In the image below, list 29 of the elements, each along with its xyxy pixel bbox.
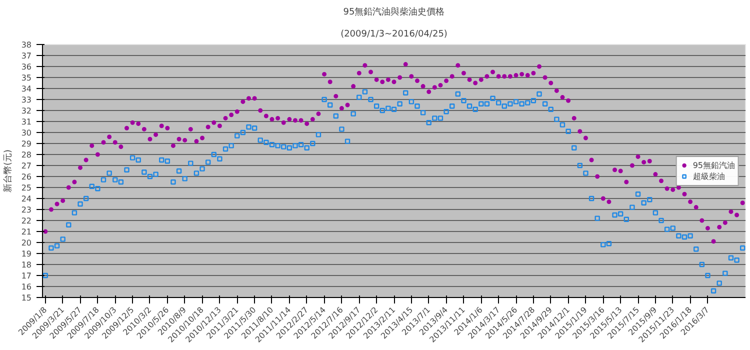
y-tick-label: 15 xyxy=(21,294,32,302)
y-tick-label: 33 xyxy=(21,96,32,104)
y-tick-label: 20 xyxy=(21,238,32,248)
y-tick-label: 26 xyxy=(21,172,32,182)
y-axis-title: 新台幣(元) xyxy=(2,149,14,193)
y-tick-label: 31 xyxy=(21,118,32,126)
y-tick-label: 29 xyxy=(21,140,32,148)
y-tick-label: 21 xyxy=(21,228,32,236)
y-tick-label: 32 xyxy=(21,106,32,116)
y-tick-label: 18 xyxy=(21,260,32,270)
y-tick-label: 23 xyxy=(21,206,32,214)
y-tick-label: 25 xyxy=(21,184,32,192)
legend-label: 超級柴油 xyxy=(692,170,725,182)
y-tick-label: 19 xyxy=(21,250,32,258)
y-tick-label: 34 xyxy=(21,84,32,94)
y-tick-label: 16 xyxy=(21,282,32,292)
y-tick-label: 28 xyxy=(21,150,32,160)
y-tick-label: 24 xyxy=(21,194,32,204)
y-tick-label: 35 xyxy=(21,74,32,82)
legend-label: 95無鉛汽油 xyxy=(692,160,735,170)
chart-title: 95無鉛汽油與柴油史價格 xyxy=(343,6,445,18)
y-tick-label: 27 xyxy=(21,162,32,170)
y-tick-label: 30 xyxy=(21,128,32,138)
y-tick-label: 37 xyxy=(21,52,32,60)
chart-subtitle: (2009/1/3~2016/04/25) xyxy=(340,30,448,40)
y-tick-label: 38 xyxy=(21,40,32,50)
y-tick-label: 36 xyxy=(21,62,32,72)
y-tick-label: 22 xyxy=(21,216,32,226)
y-tick-label: 17 xyxy=(21,272,32,280)
